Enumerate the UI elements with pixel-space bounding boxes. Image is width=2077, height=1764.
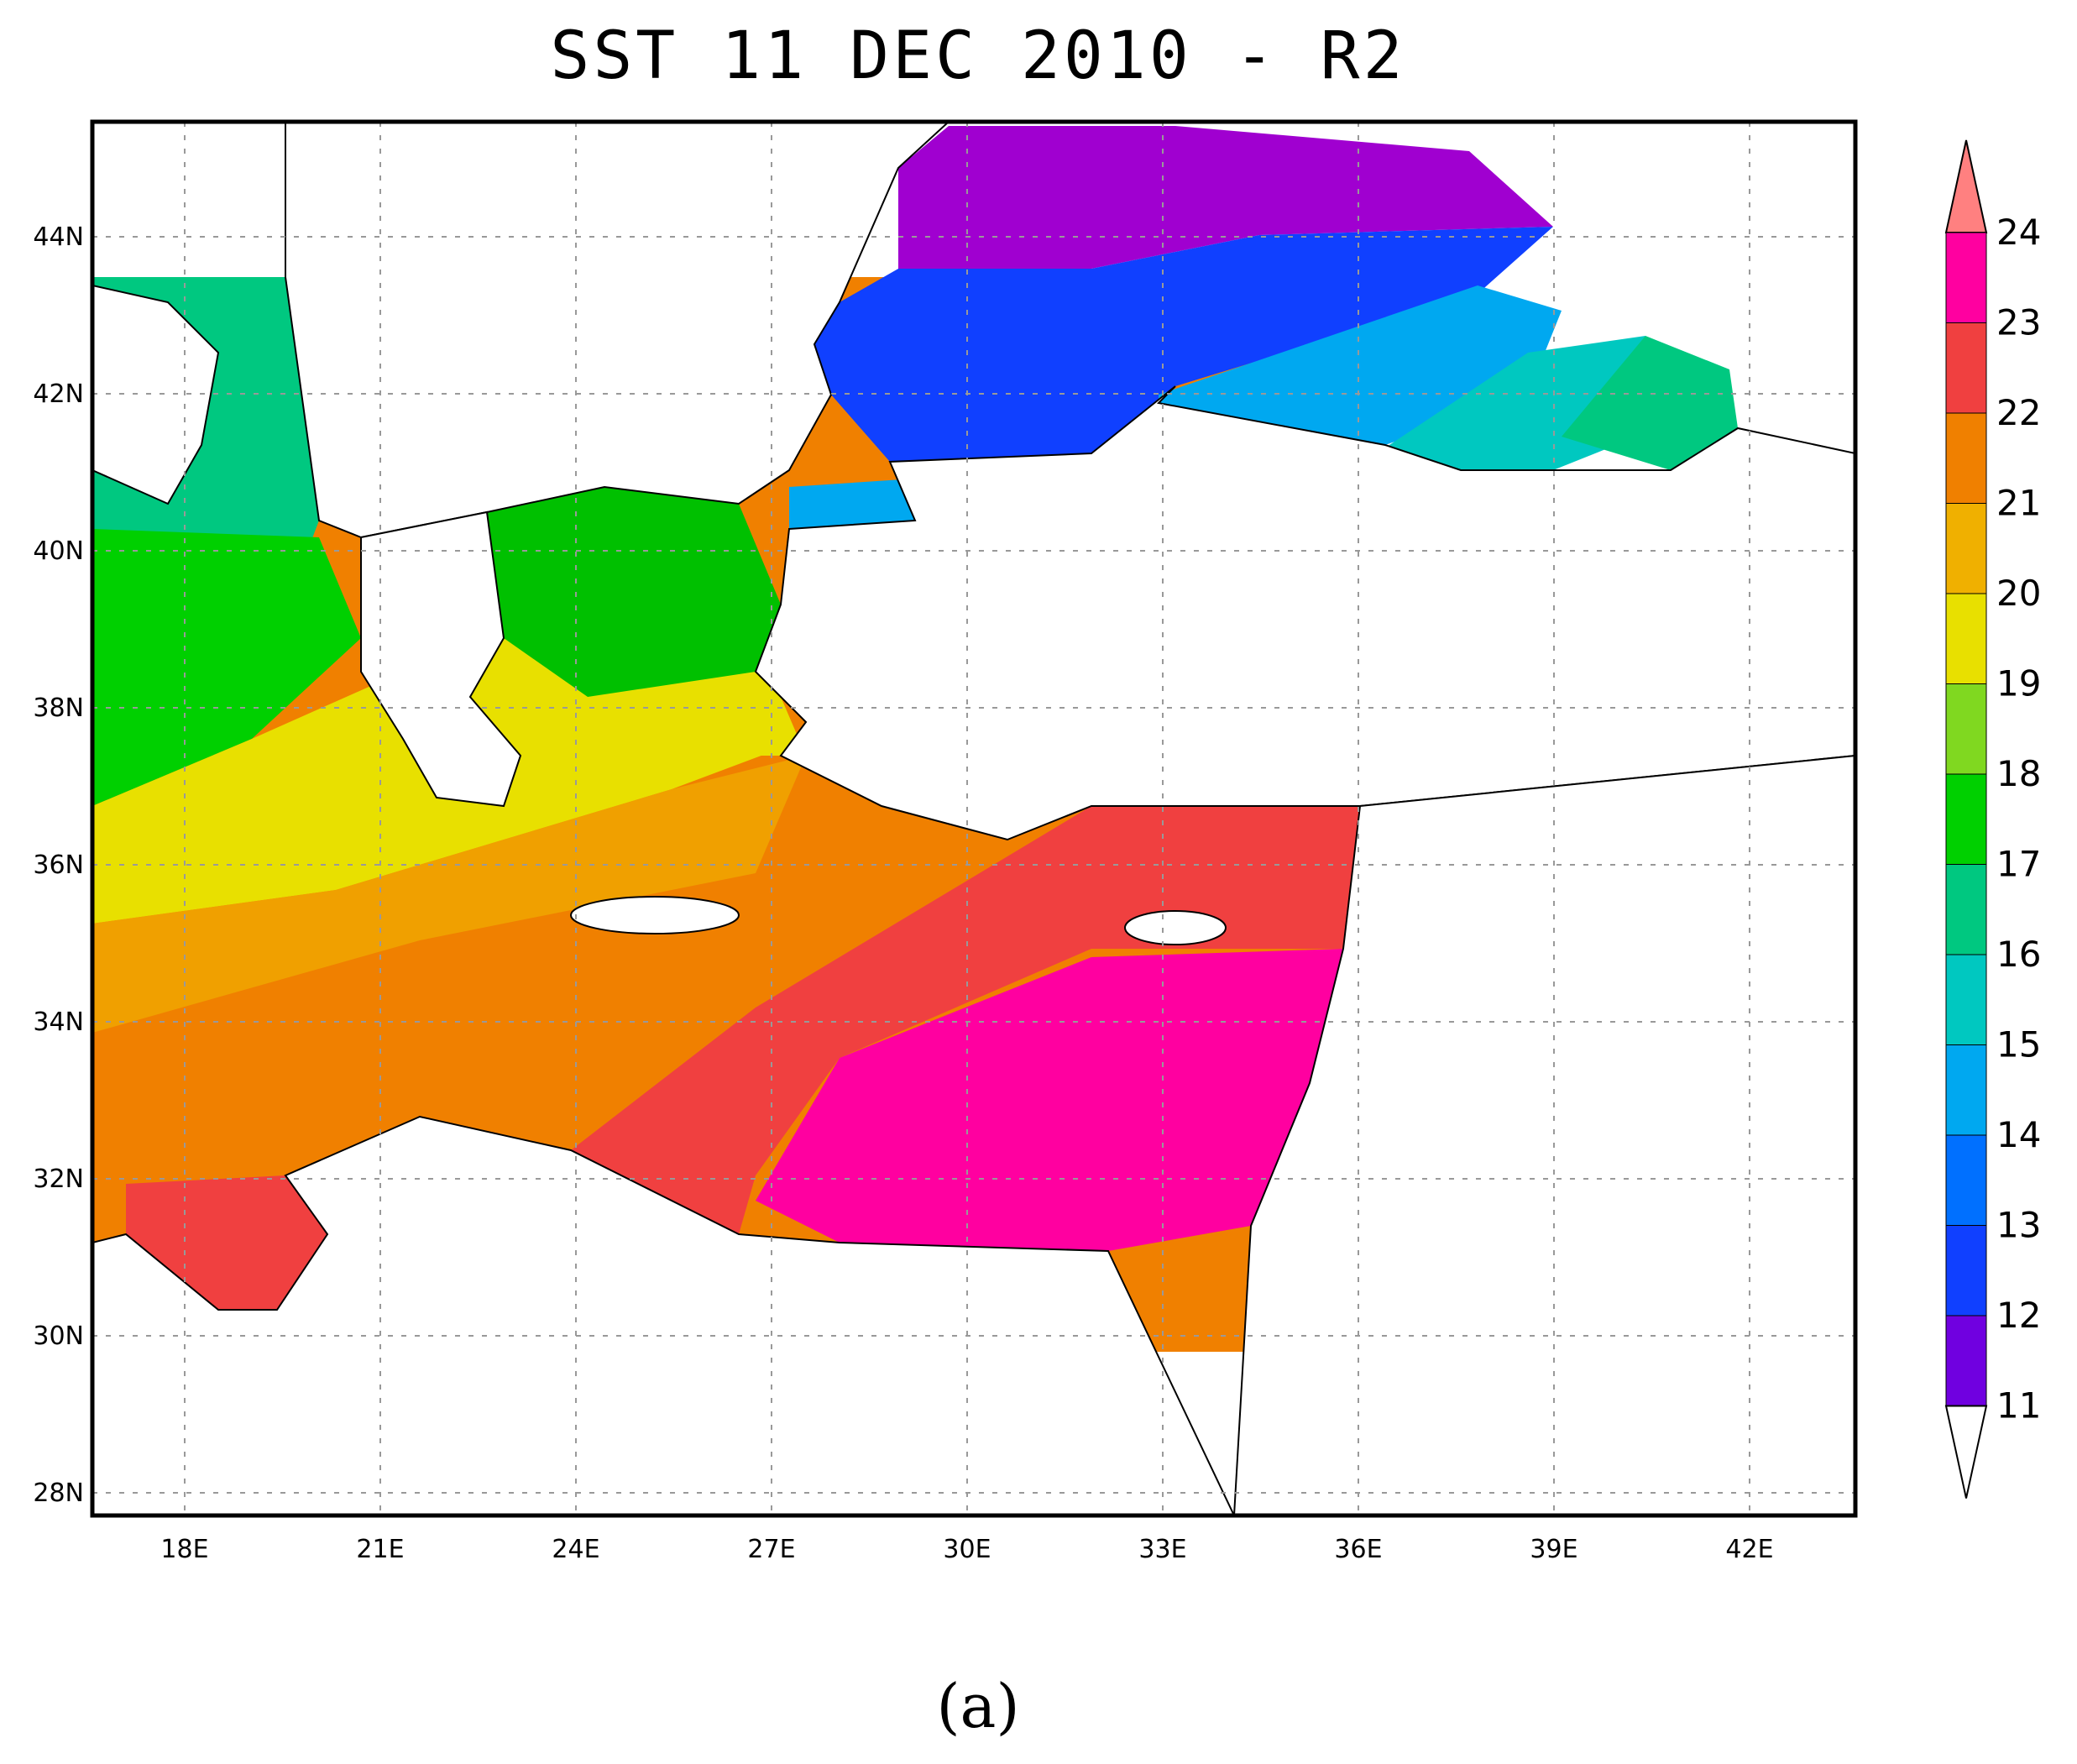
- y-tick-label: 38N: [33, 694, 84, 723]
- y-tick-label: 42N: [33, 379, 84, 409]
- figure-caption: (a): [936, 1671, 1020, 1741]
- colorbar-label: 17: [1996, 844, 2041, 885]
- sst-band-libya-red: [126, 1175, 327, 1310]
- colorbar-segment: [1945, 1044, 1987, 1136]
- colorbar-label: 18: [1996, 753, 2041, 794]
- x-tick-label: 30E: [943, 1535, 991, 1564]
- colorbar-label: 22: [1996, 392, 2041, 433]
- colorbar-segment: [1945, 683, 1987, 775]
- y-tick-label: 32N: [33, 1165, 84, 1194]
- italy-heel: [92, 284, 220, 505]
- colorbar: 24 23 22 21 20 19 18 17 16 15 14 13 12 11: [1944, 139, 2041, 1499]
- x-tick-label: 33E: [1138, 1535, 1186, 1564]
- x-tick-label: 21E: [356, 1535, 404, 1564]
- colorbar-segment: [1945, 1134, 1987, 1226]
- colorbar-segment: [1945, 412, 1987, 504]
- black-sea-purple: [898, 126, 1553, 269]
- colorbar-segment: [1945, 593, 1987, 684]
- colorbar-bottom-arrow: [1944, 1405, 1988, 1499]
- north-africa: [92, 1115, 1236, 1515]
- colorbar-label: 11: [1996, 1385, 2041, 1426]
- y-tick-label: 44N: [33, 222, 84, 252]
- sea-of-marmara: [789, 479, 915, 529]
- colorbar-label: 16: [1996, 934, 2041, 975]
- anatolia: [754, 385, 1855, 841]
- black-sea-green: [1562, 336, 1738, 470]
- x-tick-label: 36E: [1334, 1535, 1382, 1564]
- colorbar-segment: [1945, 1225, 1987, 1316]
- aegean-sea-north: [487, 487, 781, 697]
- y-tick-label: 40N: [33, 537, 84, 566]
- colorbar-segment: [1945, 1315, 1987, 1406]
- x-tick-label: 24E: [552, 1535, 599, 1564]
- colorbar-label: 12: [1996, 1295, 2041, 1336]
- y-tick-label: 30N: [33, 1322, 84, 1351]
- cyprus-island: [1124, 910, 1227, 945]
- colorbar-segment: [1945, 322, 1987, 414]
- map-title: SST 11 DEC 2010 - R2: [550, 18, 1406, 94]
- colorbar-label: 20: [1996, 573, 2041, 614]
- black-sea-blue: [814, 227, 1553, 462]
- sst-band-orange-light: [92, 756, 806, 1033]
- gridlines: [92, 122, 1855, 1515]
- colorbar-top-arrow: [1944, 139, 1988, 233]
- sst-band-magenta: [756, 949, 1343, 1251]
- x-tick-label: 42E: [1725, 1535, 1773, 1564]
- colorbar-segment: [1945, 954, 1987, 1045]
- y-axis-ticks: 44N 42N 40N 38N 36N 34N 32N 30N 28N: [33, 222, 84, 1508]
- colorbar-label: 19: [1996, 663, 2041, 704]
- colorbar-label: 14: [1996, 1114, 2041, 1155]
- x-tick-label: 39E: [1530, 1535, 1577, 1564]
- levant-arabia: [1232, 754, 1855, 1515]
- colorbar-label: 15: [1996, 1024, 2041, 1065]
- x-axis-ticks: 18E 21E 24E 27E 30E 33E 36E 39E 42E: [160, 1535, 1773, 1564]
- land-masses: [92, 122, 1855, 1515]
- colorbar-segment: [1945, 773, 1987, 865]
- colorbar-segment: [1945, 864, 1987, 955]
- y-tick-label: 34N: [33, 1008, 84, 1037]
- x-tick-label: 27E: [747, 1535, 795, 1564]
- sst-band-ionian-green: [92, 529, 361, 806]
- colorbar-label: 23: [1996, 302, 2041, 343]
- crete-island: [570, 896, 740, 934]
- greece-mainland: [360, 510, 522, 808]
- y-tick-label: 28N: [33, 1479, 84, 1508]
- colorbar-segment: [1945, 503, 1987, 594]
- x-tick-label: 18E: [160, 1535, 208, 1564]
- y-tick-label: 36N: [33, 851, 84, 880]
- colorbar-label: 24: [1996, 212, 2041, 253]
- map-frame: [90, 119, 1858, 1518]
- europe-balkans: [285, 122, 950, 539]
- colorbar-segment: [1945, 232, 1987, 323]
- colorbar-label: 21: [1996, 483, 2041, 524]
- colorbar-label: 13: [1996, 1205, 2041, 1246]
